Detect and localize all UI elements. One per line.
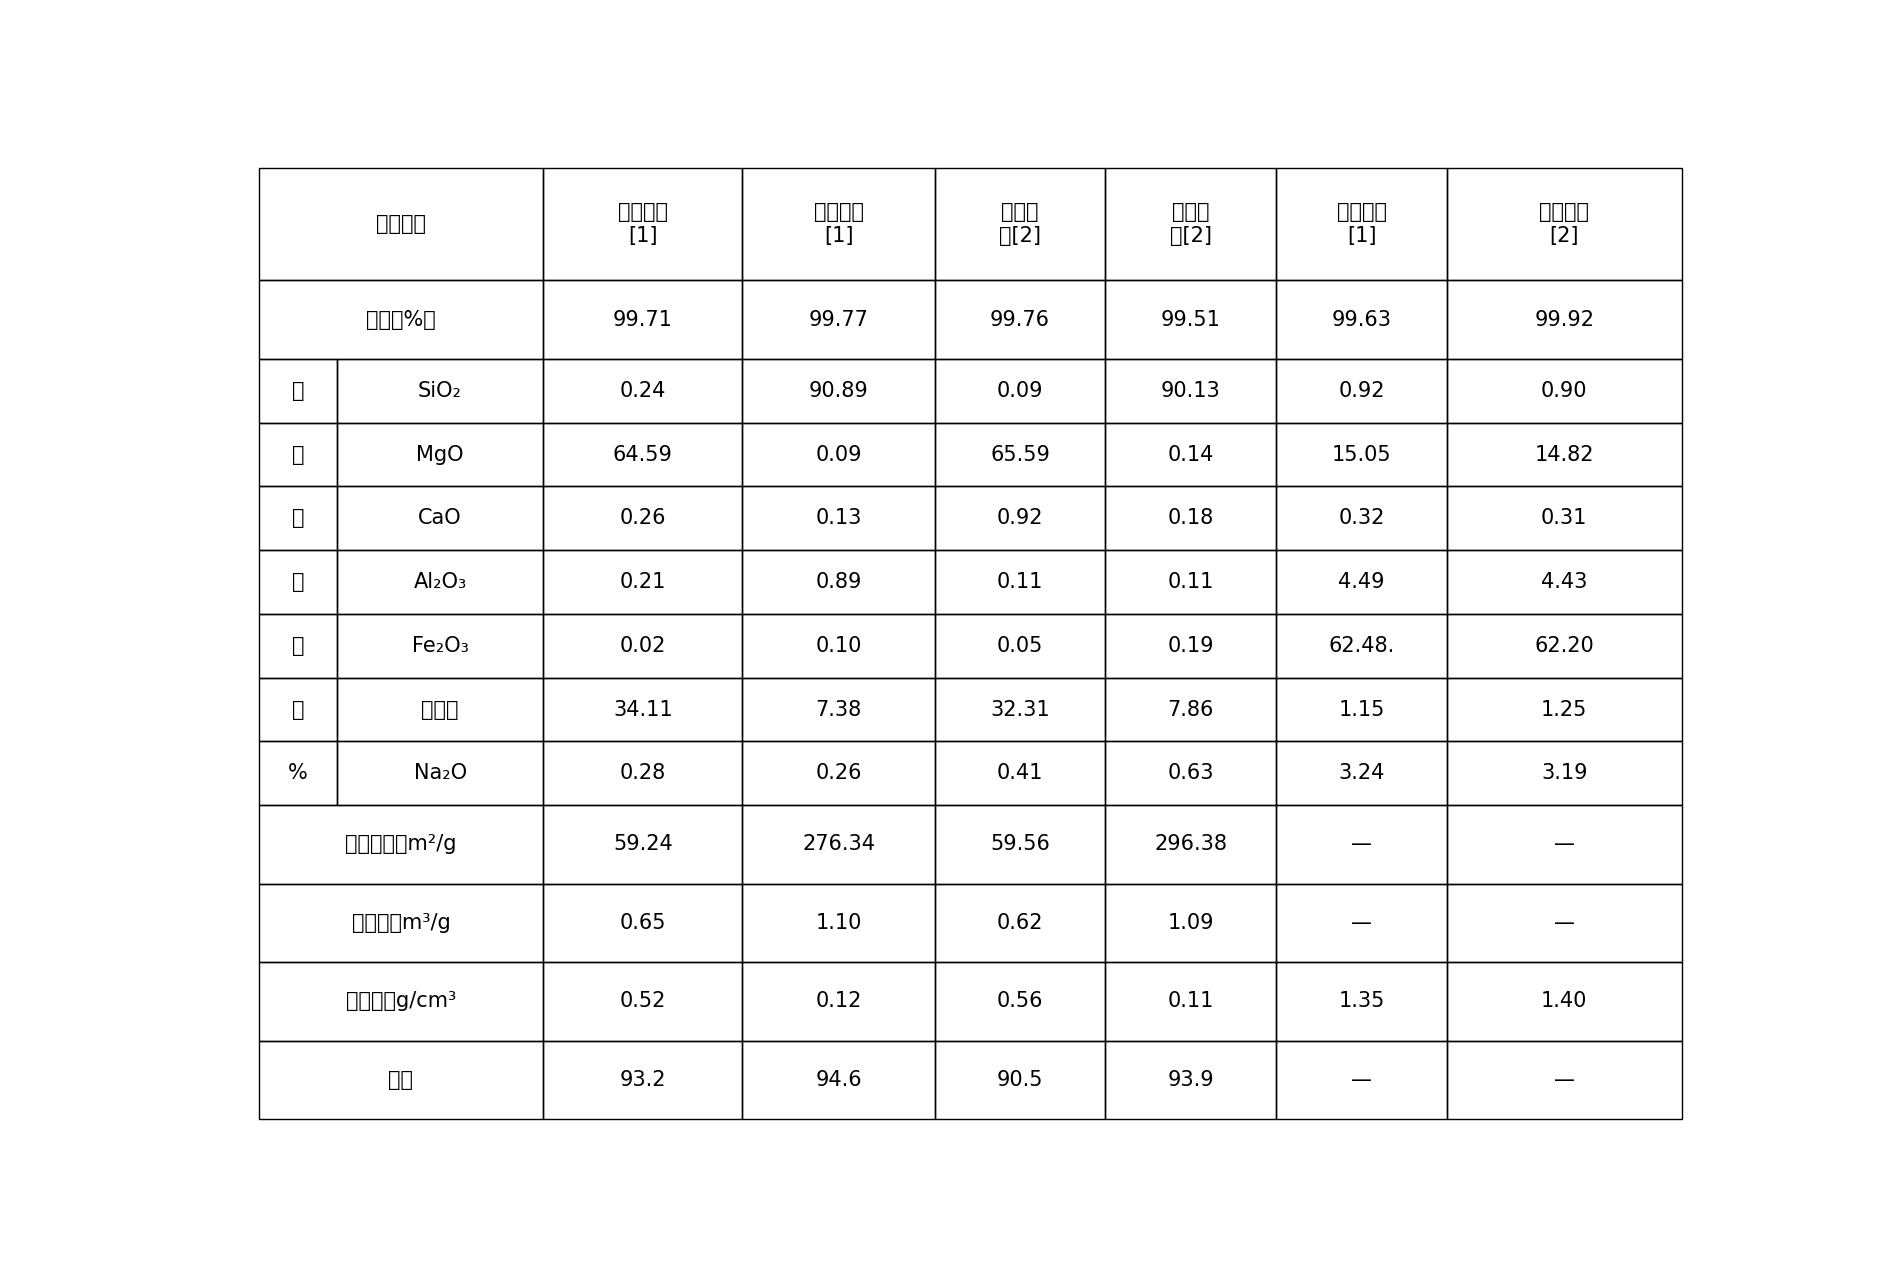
Text: 0.14: 0.14: [1168, 445, 1213, 465]
Text: 样品名称: 样品名称: [377, 214, 426, 234]
Text: 比表面积，m²/g: 比表面积，m²/g: [345, 834, 456, 855]
Text: 0.26: 0.26: [619, 508, 666, 529]
Text: SiO₂: SiO₂: [418, 381, 462, 401]
Text: 3.24: 3.24: [1338, 763, 1384, 784]
Text: —: —: [1554, 1070, 1575, 1089]
Text: 成: 成: [292, 636, 305, 656]
Text: 0.92: 0.92: [1338, 381, 1386, 401]
Text: 0.62: 0.62: [998, 913, 1043, 933]
Text: 0.09: 0.09: [816, 445, 861, 465]
Text: 0.63: 0.63: [1168, 763, 1213, 784]
Text: 32.31: 32.31: [990, 699, 1051, 720]
Text: 90.89: 90.89: [808, 381, 869, 401]
Text: 15.05: 15.05: [1331, 445, 1391, 465]
Text: 学: 学: [292, 572, 305, 592]
Text: 氢氧化镁
[1]: 氢氧化镁 [1]: [617, 203, 668, 246]
Text: 7.38: 7.38: [816, 699, 861, 720]
Text: Al₂O₃: Al₂O₃: [413, 572, 468, 592]
Text: 0.41: 0.41: [998, 763, 1043, 784]
Text: 烧失量: 烧失量: [422, 699, 458, 720]
Text: 94.6: 94.6: [816, 1070, 861, 1089]
Text: 0.02: 0.02: [619, 636, 666, 656]
Text: 0.92: 0.92: [998, 508, 1043, 529]
Text: 0.10: 0.10: [816, 636, 861, 656]
Text: 99.92: 99.92: [1535, 310, 1594, 330]
Text: 0.32: 0.32: [1338, 508, 1384, 529]
Text: 0.28: 0.28: [619, 763, 666, 784]
Text: 化: 化: [292, 508, 305, 529]
Text: 二氧化
硅[2]: 二氧化 硅[2]: [1170, 203, 1212, 246]
Text: 1.15: 1.15: [1338, 699, 1384, 720]
Text: 0.12: 0.12: [816, 991, 861, 1012]
Text: 65.59: 65.59: [990, 445, 1051, 465]
Text: 296.38: 296.38: [1155, 834, 1227, 855]
Text: 1.40: 1.40: [1541, 991, 1588, 1012]
Text: 0.13: 0.13: [816, 508, 861, 529]
Text: 含量（%）: 含量（%）: [365, 310, 435, 330]
Text: 4.49: 4.49: [1338, 572, 1386, 592]
Text: 0.11: 0.11: [1168, 572, 1213, 592]
Text: 1.10: 1.10: [816, 913, 861, 933]
Text: 0.11: 0.11: [998, 572, 1043, 592]
Text: 0.90: 0.90: [1541, 381, 1588, 401]
Text: 主: 主: [292, 381, 305, 401]
Text: 除杂产物
[2]: 除杂产物 [2]: [1539, 203, 1590, 246]
Text: 0.65: 0.65: [619, 913, 666, 933]
Text: 3.19: 3.19: [1541, 763, 1588, 784]
Text: 99.77: 99.77: [808, 310, 869, 330]
Text: 孔体积，m³/g: 孔体积，m³/g: [352, 913, 451, 933]
Text: Na₂O: Na₂O: [413, 763, 468, 784]
Text: 二氧化硅
[1]: 二氧化硅 [1]: [814, 203, 863, 246]
Text: 要: 要: [292, 445, 305, 465]
Text: 白度: 白度: [388, 1070, 413, 1089]
Text: 0.18: 0.18: [1168, 508, 1213, 529]
Text: 1.35: 1.35: [1338, 991, 1384, 1012]
Text: MgO: MgO: [416, 445, 464, 465]
Text: 59.24: 59.24: [613, 834, 672, 855]
Text: 分: 分: [292, 699, 305, 720]
Text: 14.82: 14.82: [1535, 445, 1594, 465]
Text: 除杂产物
[1]: 除杂产物 [1]: [1336, 203, 1386, 246]
Text: —: —: [1554, 913, 1575, 933]
Text: 7.86: 7.86: [1168, 699, 1213, 720]
Text: 0.52: 0.52: [619, 991, 666, 1012]
Text: 99.51: 99.51: [1160, 310, 1221, 330]
Text: 99.76: 99.76: [990, 310, 1051, 330]
Text: 0.19: 0.19: [1168, 636, 1213, 656]
Text: 0.05: 0.05: [998, 636, 1043, 656]
Text: —: —: [1554, 834, 1575, 855]
Text: —: —: [1352, 913, 1372, 933]
Text: CaO: CaO: [418, 508, 462, 529]
Text: 0.89: 0.89: [816, 572, 861, 592]
Text: 0.24: 0.24: [619, 381, 666, 401]
Text: 34.11: 34.11: [613, 699, 672, 720]
Text: 90.5: 90.5: [998, 1070, 1043, 1089]
Text: —: —: [1352, 1070, 1372, 1089]
Text: Fe₂O₃: Fe₂O₃: [411, 636, 468, 656]
Text: 0.31: 0.31: [1541, 508, 1588, 529]
Text: 1.25: 1.25: [1541, 699, 1588, 720]
Text: 0.21: 0.21: [619, 572, 666, 592]
Text: 59.56: 59.56: [990, 834, 1051, 855]
Text: 93.2: 93.2: [619, 1070, 666, 1089]
Text: 0.09: 0.09: [998, 381, 1043, 401]
Text: 99.71: 99.71: [613, 310, 672, 330]
Text: 99.63: 99.63: [1331, 310, 1391, 330]
Text: 62.48.: 62.48.: [1329, 636, 1395, 656]
Text: 0.26: 0.26: [816, 763, 861, 784]
Text: 4.43: 4.43: [1541, 572, 1588, 592]
Text: 堆密度，g/cm³: 堆密度，g/cm³: [346, 991, 456, 1012]
Text: 0.56: 0.56: [998, 991, 1043, 1012]
Text: 276.34: 276.34: [803, 834, 875, 855]
Text: 93.9: 93.9: [1168, 1070, 1213, 1089]
Text: 64.59: 64.59: [613, 445, 672, 465]
Text: %: %: [288, 763, 309, 784]
Text: —: —: [1352, 834, 1372, 855]
Text: 62.20: 62.20: [1535, 636, 1594, 656]
Text: 0.11: 0.11: [1168, 991, 1213, 1012]
Text: 90.13: 90.13: [1160, 381, 1221, 401]
Text: 氢氧化
镁[2]: 氢氧化 镁[2]: [1000, 203, 1041, 246]
Text: 1.09: 1.09: [1168, 913, 1213, 933]
